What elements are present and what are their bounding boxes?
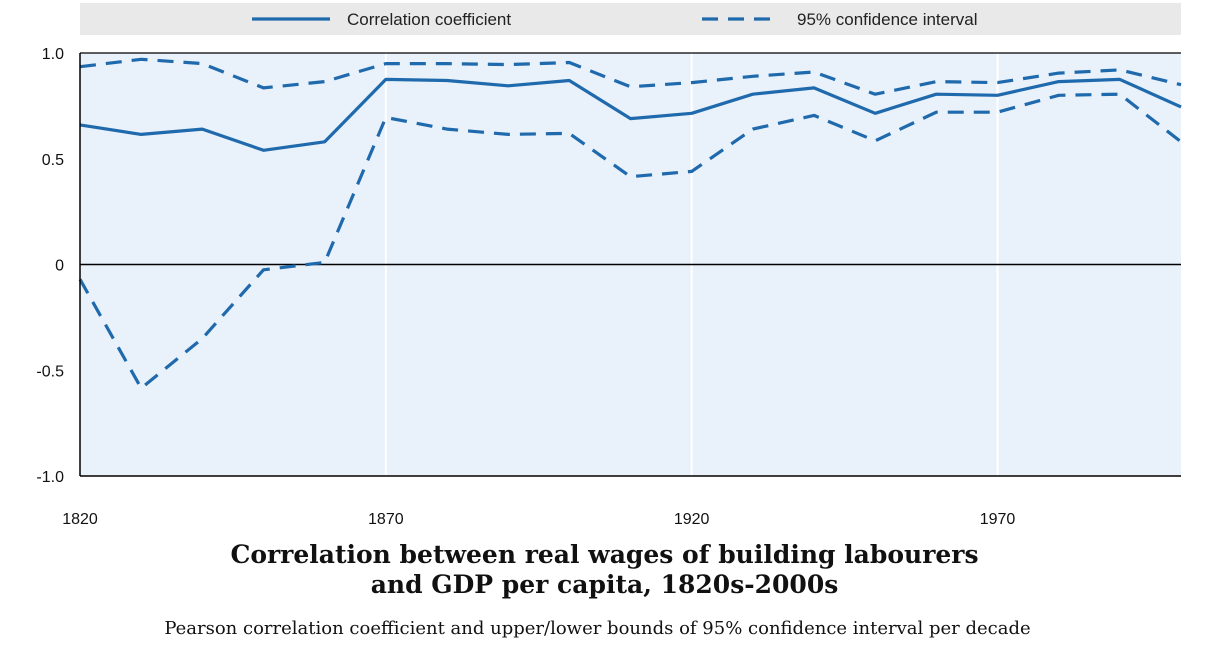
y-axis-tick-labels: 1.0 0.5 0 -0.5 -1.0 — [36, 46, 64, 486]
y-tick-label: -0.5 — [36, 363, 64, 380]
y-tick-label: 0 — [55, 258, 64, 275]
x-tick-label: 1970 — [980, 511, 1016, 528]
x-tick-label: 1870 — [368, 511, 404, 528]
chart-title-line-1: Correlation between real wages of buildi… — [230, 540, 979, 569]
chart: Correlation coefficient 95% confidence in… — [36, 3, 1182, 528]
x-axis-tick-labels: 1820 1870 1920 1970 — [62, 511, 1015, 528]
x-tick-label: 1920 — [674, 511, 710, 528]
legend-label: Correlation coefficient — [347, 10, 511, 29]
chart-title: Correlation between real wages of buildi… — [0, 540, 1209, 600]
y-tick-label: 1.0 — [42, 46, 64, 63]
legend-label: 95% confidence interval — [797, 10, 978, 29]
legend-background — [80, 3, 1181, 35]
y-tick-label: 0.5 — [42, 152, 64, 169]
axis-frame — [79, 52, 1181, 477]
chart-title-line-2: and GDP per capita, 1820s-2000s — [370, 570, 839, 599]
y-tick-label: -1.0 — [36, 469, 64, 486]
x-tick-label: 1820 — [62, 511, 98, 528]
plot-area — [78, 52, 1182, 477]
chart-subtitle: Pearson correlation coefficient and uppe… — [164, 618, 1031, 639]
legend: Correlation coefficient 95% confidence in… — [80, 3, 1181, 35]
